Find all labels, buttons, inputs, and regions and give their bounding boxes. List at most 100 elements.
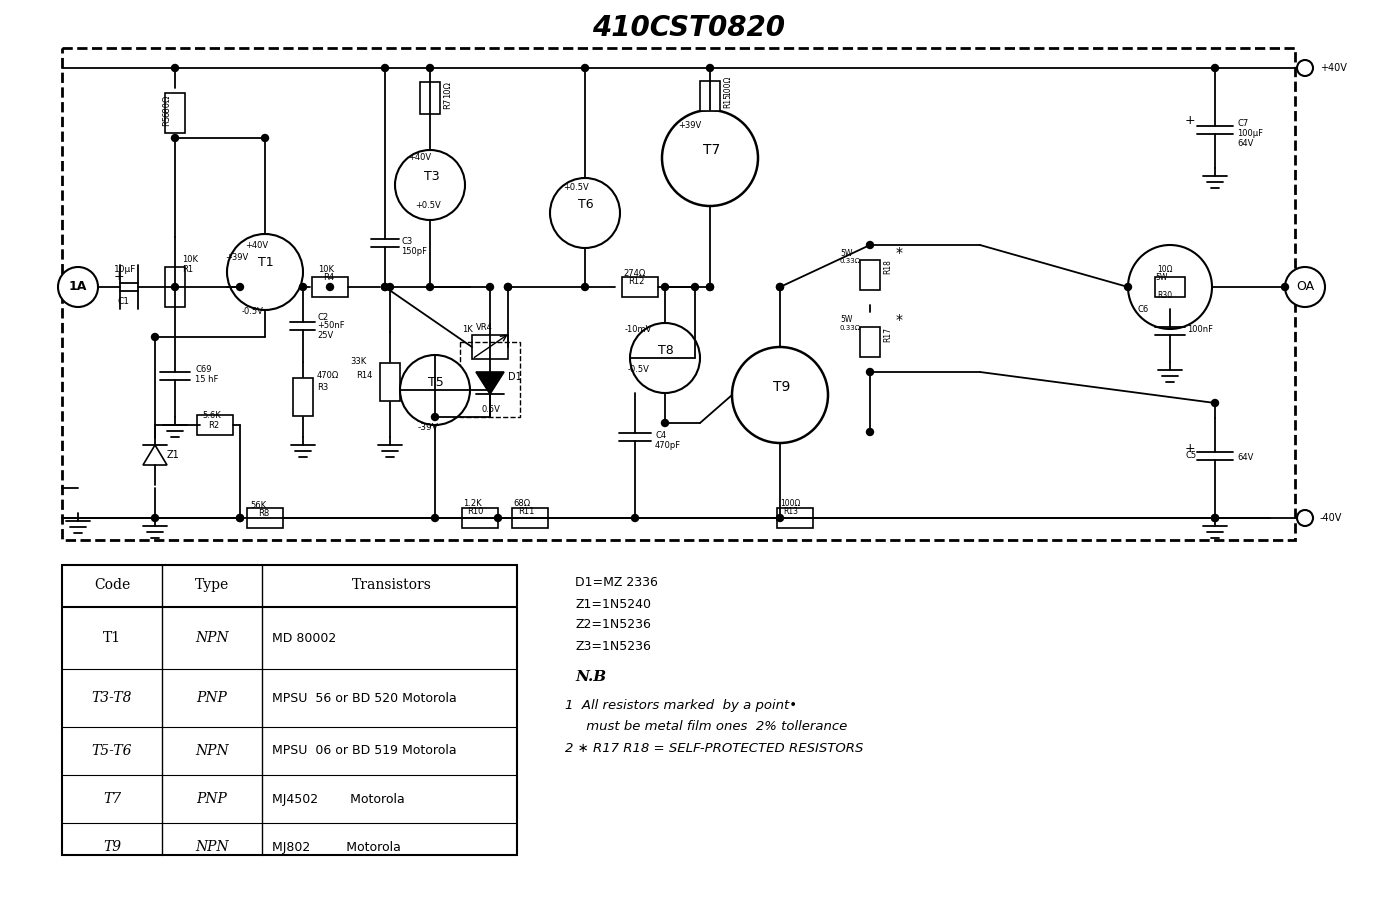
Text: MJ4502        Motorola: MJ4502 Motorola [272,793,405,805]
Text: 10Ω: 10Ω [443,82,452,98]
Circle shape [1128,245,1212,329]
Text: 33K: 33K [350,358,367,367]
Circle shape [866,429,873,435]
Text: -40V: -40V [1320,513,1342,523]
Text: T7: T7 [703,143,720,157]
Bar [197,415,233,435]
Circle shape [1285,267,1325,307]
Circle shape [866,369,873,376]
Bar [462,508,498,528]
Circle shape [382,284,389,290]
Circle shape [152,514,159,522]
Bar [472,335,507,359]
Text: T5-T6: T5-T6 [92,744,132,758]
Text: 25V: 25V [317,331,334,340]
Text: 100nF: 100nF [1187,324,1214,333]
Text: -0.5V: -0.5V [241,307,263,316]
Text: R15: R15 [723,93,732,107]
Text: +: + [114,270,124,284]
Text: T9: T9 [774,380,790,394]
Text: T6: T6 [578,198,593,212]
Text: T7: T7 [103,792,121,806]
Circle shape [662,110,758,206]
Circle shape [426,284,433,290]
Text: R18: R18 [883,259,892,275]
Text: 5W: 5W [840,315,852,324]
Text: 5W: 5W [1156,272,1168,281]
Text: R17: R17 [883,326,892,341]
Text: R1: R1 [182,265,193,274]
Text: R13: R13 [783,507,798,516]
Text: C69: C69 [194,365,211,374]
Text: C7: C7 [1237,120,1248,129]
Text: 1.2K: 1.2K [463,499,481,508]
Text: T1: T1 [103,631,121,645]
Circle shape [776,514,783,522]
Circle shape [394,150,465,220]
Text: T9: T9 [103,840,121,854]
Text: OA: OA [1296,280,1314,294]
Text: *: * [896,313,903,327]
Bar [381,363,400,401]
Text: R30: R30 [1157,290,1172,299]
Circle shape [1298,510,1313,526]
Text: D1: D1 [507,372,521,382]
Text: MPSU  06 or BD 519 Motorola: MPSU 06 or BD 519 Motorola [272,744,456,758]
Text: R12: R12 [627,277,644,286]
Text: 10K: 10K [319,265,334,274]
Circle shape [495,514,502,522]
Circle shape [487,284,494,290]
Circle shape [706,284,713,290]
Polygon shape [476,372,503,394]
Text: -10mV: -10mV [625,325,652,334]
Text: 274Ω: 274Ω [623,268,645,278]
Text: T8: T8 [658,343,674,357]
Text: MD 80002: MD 80002 [272,632,336,644]
Text: 0.33Ω: 0.33Ω [840,325,860,331]
Text: Z3=1N5236: Z3=1N5236 [575,640,651,652]
Circle shape [386,284,393,290]
Text: C2: C2 [317,313,328,322]
Bar [860,327,880,357]
Text: +0.5V: +0.5V [563,184,589,193]
Text: Type: Type [194,578,229,592]
Bar [1156,277,1185,297]
Text: +40V: +40V [408,152,432,161]
Text: T1: T1 [258,256,273,268]
Text: 1K: 1K [462,324,473,333]
Circle shape [691,284,699,290]
Text: MPSU  56 or BD 520 Motorola: MPSU 56 or BD 520 Motorola [272,691,456,705]
Circle shape [505,284,512,290]
Text: 64V: 64V [1237,453,1254,462]
Circle shape [382,65,389,71]
Circle shape [732,347,827,443]
Text: MJ802         Motorola: MJ802 Motorola [272,841,401,853]
Circle shape [327,284,334,290]
Circle shape [1298,60,1313,76]
Text: 470pF: 470pF [655,441,681,450]
Circle shape [262,134,269,141]
Bar [461,342,520,417]
Text: R7: R7 [443,97,452,109]
Circle shape [237,284,244,290]
Text: NPN: NPN [196,840,229,854]
Text: R10: R10 [467,507,484,516]
Text: 100µF: 100µF [1237,130,1263,139]
Text: N.B: N.B [575,670,607,684]
Circle shape [776,284,783,290]
Text: 150pF: 150pF [401,248,427,257]
Circle shape [426,65,433,71]
Text: 680Ω: 680Ω [161,95,171,117]
Text: R4: R4 [323,272,334,281]
Text: +0.5V: +0.5V [415,201,441,210]
Text: 5W: 5W [840,249,852,258]
Text: 1A: 1A [69,280,87,294]
Text: T3: T3 [423,170,440,184]
Text: C6: C6 [1138,305,1149,314]
Text: *: * [896,246,903,260]
Circle shape [1281,284,1288,290]
Text: 10Ω: 10Ω [1157,265,1172,274]
Bar [247,508,283,528]
Text: T5: T5 [427,376,444,388]
Text: 100Ω: 100Ω [781,499,800,508]
